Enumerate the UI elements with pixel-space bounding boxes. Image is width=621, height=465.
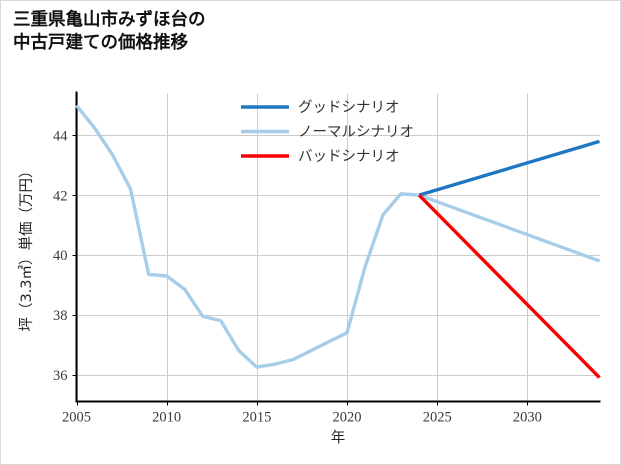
x-tick-label: 2025 — [423, 410, 452, 426]
page-title: 三重県亀山市みずほ台の 中古戸建ての価格推移 — [13, 10, 206, 54]
series-line-normal — [75, 104, 601, 369]
y-tick-label: 42 — [53, 188, 68, 204]
x-tick-label: 2020 — [333, 410, 362, 426]
series-lines — [75, 104, 601, 379]
x-tick-label: 2015 — [242, 410, 271, 426]
y-tick-label: 38 — [53, 308, 68, 324]
x-tick-label: 2030 — [513, 410, 542, 426]
series-line-bad — [417, 193, 601, 379]
y-axis-tick-labels: 36 38 40 42 44 — [53, 129, 68, 384]
y-axis-title: 坪（3.3㎡）単価（万円） — [18, 163, 35, 331]
tick-marks — [72, 134, 529, 406]
x-tick-label: 2005 — [62, 410, 91, 426]
axis-spines — [75, 91, 601, 403]
x-tick-label: 2010 — [152, 410, 181, 426]
x-axis-title: 年 — [331, 430, 346, 447]
series-line-good — [418, 139, 600, 197]
legend-label-0: グッドシナリオ — [298, 99, 400, 116]
legend-label-1: ノーマルシナリオ — [298, 125, 414, 141]
gridlines — [76, 93, 600, 402]
y-tick-label: 40 — [53, 248, 68, 264]
legend-label-2: バッドシナリオ — [298, 149, 400, 165]
y-tick-label: 44 — [53, 129, 68, 145]
y-tick-label: 36 — [53, 368, 68, 384]
x-axis-tick-labels: 2005 2010 2015 2020 2025 2030 — [62, 410, 542, 426]
